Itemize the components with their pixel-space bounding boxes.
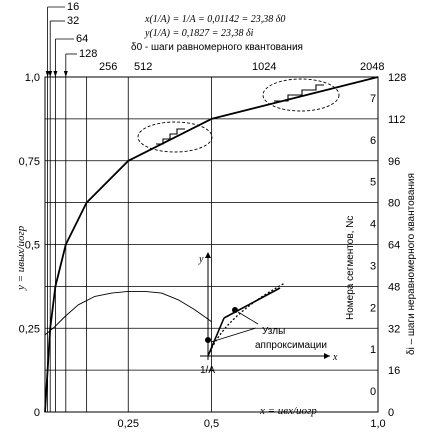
right-code-label: 32 [388, 323, 400, 335]
right-segment-label: 7 [370, 93, 376, 105]
left-axis-tick-labels: 0 0,25 0,5 0,75 1,0 [19, 72, 40, 419]
top-axis-title: δ0 - шаги равномерного квантования [131, 42, 303, 53]
top-tick-label: 32 [67, 15, 79, 27]
right-segment-label: 4 [370, 219, 376, 231]
right-code-label: 128 [388, 72, 406, 84]
right-axis-code-labels: 0 16 32 48 64 80 96 112 128 [388, 72, 406, 419]
right-code-label: 96 [388, 156, 400, 168]
zoom-ellipse-2 [262, 78, 340, 112]
top-arrow [63, 71, 68, 77]
right-code-label: 48 [388, 281, 400, 293]
right-segment-label: 5 [370, 177, 376, 189]
top-tick-label: 512 [134, 61, 152, 73]
left-tick-label: 1,0 [25, 72, 40, 84]
left-tick-label: 0,5 [25, 240, 40, 252]
left-axis-title: y = uвых/uогр [15, 225, 27, 291]
inset-annotation-line1: Узлы [262, 326, 285, 337]
series-thin-curve [44, 290, 212, 336]
top-tick-label: 2048 [360, 61, 384, 73]
inset-y-label: y [198, 254, 204, 265]
right-code-label: 80 [388, 198, 400, 210]
top-arrow [48, 71, 53, 77]
formula-x: x(1/A) = 1/A = 0,01142 = 23,38 δ0 [144, 14, 285, 25]
bottom-tick-label: 0,25 [118, 418, 139, 430]
top-tick-label: 64 [76, 33, 88, 45]
right-code-title: δi – шаги неравномерного квантования [406, 173, 417, 355]
inset-annotation-line2: аппроксимации [255, 340, 327, 351]
right-segment-label: 1 [370, 344, 376, 356]
bottom-tick-label: 0,5 [204, 418, 219, 430]
right-segment-label: 6 [370, 135, 376, 147]
top-arrow [45, 71, 50, 77]
left-tick-label: 0,75 [19, 156, 40, 168]
bottom-tick-label: 1,0 [370, 418, 385, 430]
formula-y: y(1/A) = 0,1827 = 23,38 δi [144, 28, 254, 39]
top-tick-label: 128 [79, 48, 97, 60]
bottom-axis-tick-labels: 0,25 0,5 1,0 [118, 418, 386, 430]
right-code-label: 16 [388, 365, 400, 377]
right-axis-segment-labels: 0 1 2 3 4 5 6 7 [370, 93, 376, 398]
top-tick-label: 1024 [252, 61, 276, 73]
series-group [44, 76, 379, 413]
inset-x-label: x [332, 352, 338, 363]
right-segment-label: 3 [370, 260, 376, 272]
right-segment-title: Номера сегментов, Nc [345, 216, 356, 320]
zoom-ellipse-1 [137, 121, 213, 153]
right-code-label: 112 [388, 114, 406, 126]
inset-x-tick: 1/A [200, 365, 215, 376]
right-code-label: 64 [388, 240, 400, 252]
left-tick-label: 0 [34, 407, 40, 419]
bottom-axis-title: x = uвх/uогр [259, 405, 317, 417]
inset: y x 1/A Узлы аппроксимации [198, 252, 338, 376]
series-a-law [44, 76, 379, 413]
right-code-label: 0 [388, 407, 394, 419]
right-segment-label: 0 [370, 386, 376, 398]
top-tick-label: 256 [99, 61, 117, 73]
top-arrow [53, 71, 58, 77]
top-axis-leaders [45, 6, 77, 77]
left-tick-label: 0,25 [19, 323, 40, 335]
top-tick-label: 16 [67, 1, 79, 13]
right-segment-label: 2 [370, 302, 376, 314]
horizontal-gridlines [45, 118, 378, 371]
